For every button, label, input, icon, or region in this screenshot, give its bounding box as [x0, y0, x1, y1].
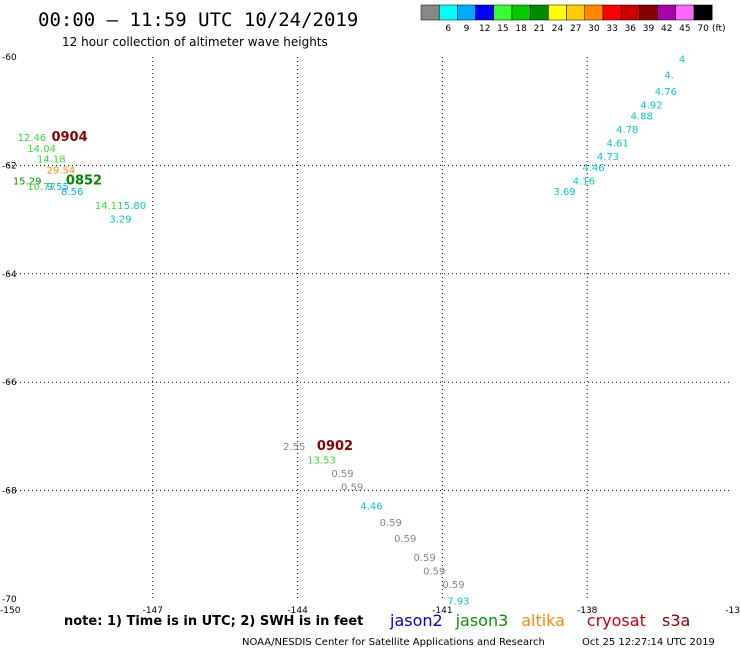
longitude-tick-label: -150	[0, 606, 21, 616]
color-scale-label: 36	[625, 24, 637, 34]
color-scale-swatch	[602, 4, 622, 21]
footer-timestamp: Oct 25 12:27:14 UTC 2019	[582, 637, 715, 648]
longitude-tick-label: -13	[725, 606, 740, 616]
latitude-tick-label: -66	[2, 378, 17, 388]
footer-credit: NOAA/NESDIS Center for Satellite Applica…	[242, 637, 545, 648]
chart-title: 00:00 – 11:59 UTC 10/24/2019	[38, 9, 358, 31]
wave-height-value: 4.46	[582, 163, 604, 174]
color-scale-swatch	[620, 4, 640, 21]
color-scale-label: 6	[445, 24, 451, 34]
color-scale-label: 33	[606, 24, 617, 34]
longitude-tick-label: -144	[287, 606, 308, 616]
color-scale-swatch	[529, 4, 549, 21]
longitude-tick-label: -141	[432, 606, 452, 616]
satellite-legend-entry: altika	[521, 611, 565, 630]
color-scale-label: 15	[497, 24, 508, 34]
color-scale-swatch	[584, 4, 604, 21]
wave-height-value: 4.92	[640, 100, 662, 111]
wave-height-value: 0.59	[341, 483, 363, 494]
wave-height-value: 14.04	[27, 144, 56, 155]
color-scale-swatch	[693, 4, 713, 21]
color-scale-swatch	[475, 4, 495, 21]
color-scale-swatch	[657, 4, 677, 21]
color-scale-label: 9	[464, 24, 470, 34]
latitude-tick-label: -64	[2, 270, 17, 280]
wave-height-value: 4.78	[616, 125, 638, 136]
pass-time-label: 0852	[66, 173, 102, 188]
wave-height-value: 29.54	[47, 166, 76, 177]
satellite-legend-entry: jason3	[455, 611, 509, 630]
wave-height-value: 4.61	[607, 138, 629, 149]
color-scale-swatch	[493, 4, 513, 21]
wave-height-value: 4.16	[573, 176, 595, 187]
axis-tick-labels: -60 -62 -64 -66 -68 -70-150 -147 -144 -141 -138 -1…	[0, 53, 740, 616]
wave-height-value: 8.56	[61, 187, 83, 198]
color-scale-label: 24	[552, 24, 564, 34]
color-scale-label: 30	[588, 24, 600, 34]
color-scale-label: 27	[570, 24, 581, 34]
color-scale-label: 21	[534, 24, 545, 34]
latitude-tick-label: -60	[2, 53, 17, 63]
wave-height-value: 4.88	[631, 111, 653, 122]
latitude-tick-label: -62	[2, 161, 17, 171]
color-scale-swatch	[548, 4, 567, 21]
color-scale-swatch	[438, 4, 458, 21]
wave-height-value: 15.29	[13, 176, 42, 187]
wave-height-value: 0.59	[394, 534, 416, 545]
longitude-tick-label: -147	[143, 606, 163, 616]
color-scale-swatch	[639, 4, 658, 21]
wave-height-value: 0.59	[423, 567, 445, 578]
longitude-tick-label: -138	[577, 606, 598, 616]
satellite-legend-entry: s3a	[662, 611, 690, 630]
color-scale-swatch	[566, 4, 586, 21]
pass-time-label: 0904	[51, 130, 87, 145]
wave-height-value: 0.59	[331, 469, 353, 480]
color-scale-label: 12	[479, 24, 490, 34]
wave-height-value: 9.55	[47, 182, 69, 193]
color-scale-unit: (ft)	[712, 24, 726, 34]
satellite-legend-entry: jason2	[389, 611, 443, 630]
wave-height-value: 4.73	[597, 152, 619, 163]
lat-lon-grid	[8, 57, 732, 599]
wave-height-value: 4.46	[360, 502, 382, 513]
wave-height-value: 4.	[664, 71, 674, 82]
color-scale-swatch	[420, 4, 440, 21]
wave-height-value: 3.29	[109, 214, 131, 225]
wave-height-value: 4.76	[655, 87, 677, 98]
color-scale-swatch	[675, 4, 695, 21]
wave-height-value: 0.59	[442, 580, 464, 591]
wave-height-value: 14.11	[95, 201, 124, 212]
color-scale-swatch	[457, 4, 476, 21]
latitude-tick-label: -68	[2, 487, 17, 497]
latitude-tick-label: -70	[2, 595, 17, 605]
wave-height-value: 3.69	[553, 187, 575, 198]
color-scale-label: 70	[697, 24, 709, 34]
color-scale-legend: 6 9 12 15 18 21 24 27 30 33 36 39 42 45 70	[420, 4, 713, 34]
color-scale-label: 42	[661, 24, 672, 34]
wave-height-value: 10.77	[27, 182, 56, 193]
wave-height-value: 0.59	[413, 553, 435, 564]
wave-height-value: 4	[679, 54, 685, 65]
footer-note: note: 1) Time is in UTC; 2) SWH is in fe…	[64, 614, 363, 629]
color-scale-label: 18	[515, 24, 527, 34]
pass-time-label: 0902	[317, 439, 353, 454]
satellite-legend-entry: cryosat	[587, 611, 646, 630]
color-scale-label: 45	[679, 24, 690, 34]
color-scale-label: 39	[643, 24, 655, 34]
chart-subtitle: 12 hour collection of altimeter wave hei…	[62, 35, 328, 49]
wave-height-value: 14.18	[37, 155, 66, 166]
wave-height-value: 12.46	[18, 133, 47, 144]
color-scale-swatch	[511, 4, 531, 21]
wave-height-value: 7.93	[447, 596, 469, 607]
wave-height-value: 2.55	[283, 442, 305, 453]
wave-height-value: 0.59	[380, 518, 402, 529]
wave-height-value: 13.53	[307, 456, 336, 467]
satellite-legend: jason2 jason3 altika cryosat s3a	[389, 611, 690, 630]
wave-height-value: 5.80	[124, 201, 146, 212]
